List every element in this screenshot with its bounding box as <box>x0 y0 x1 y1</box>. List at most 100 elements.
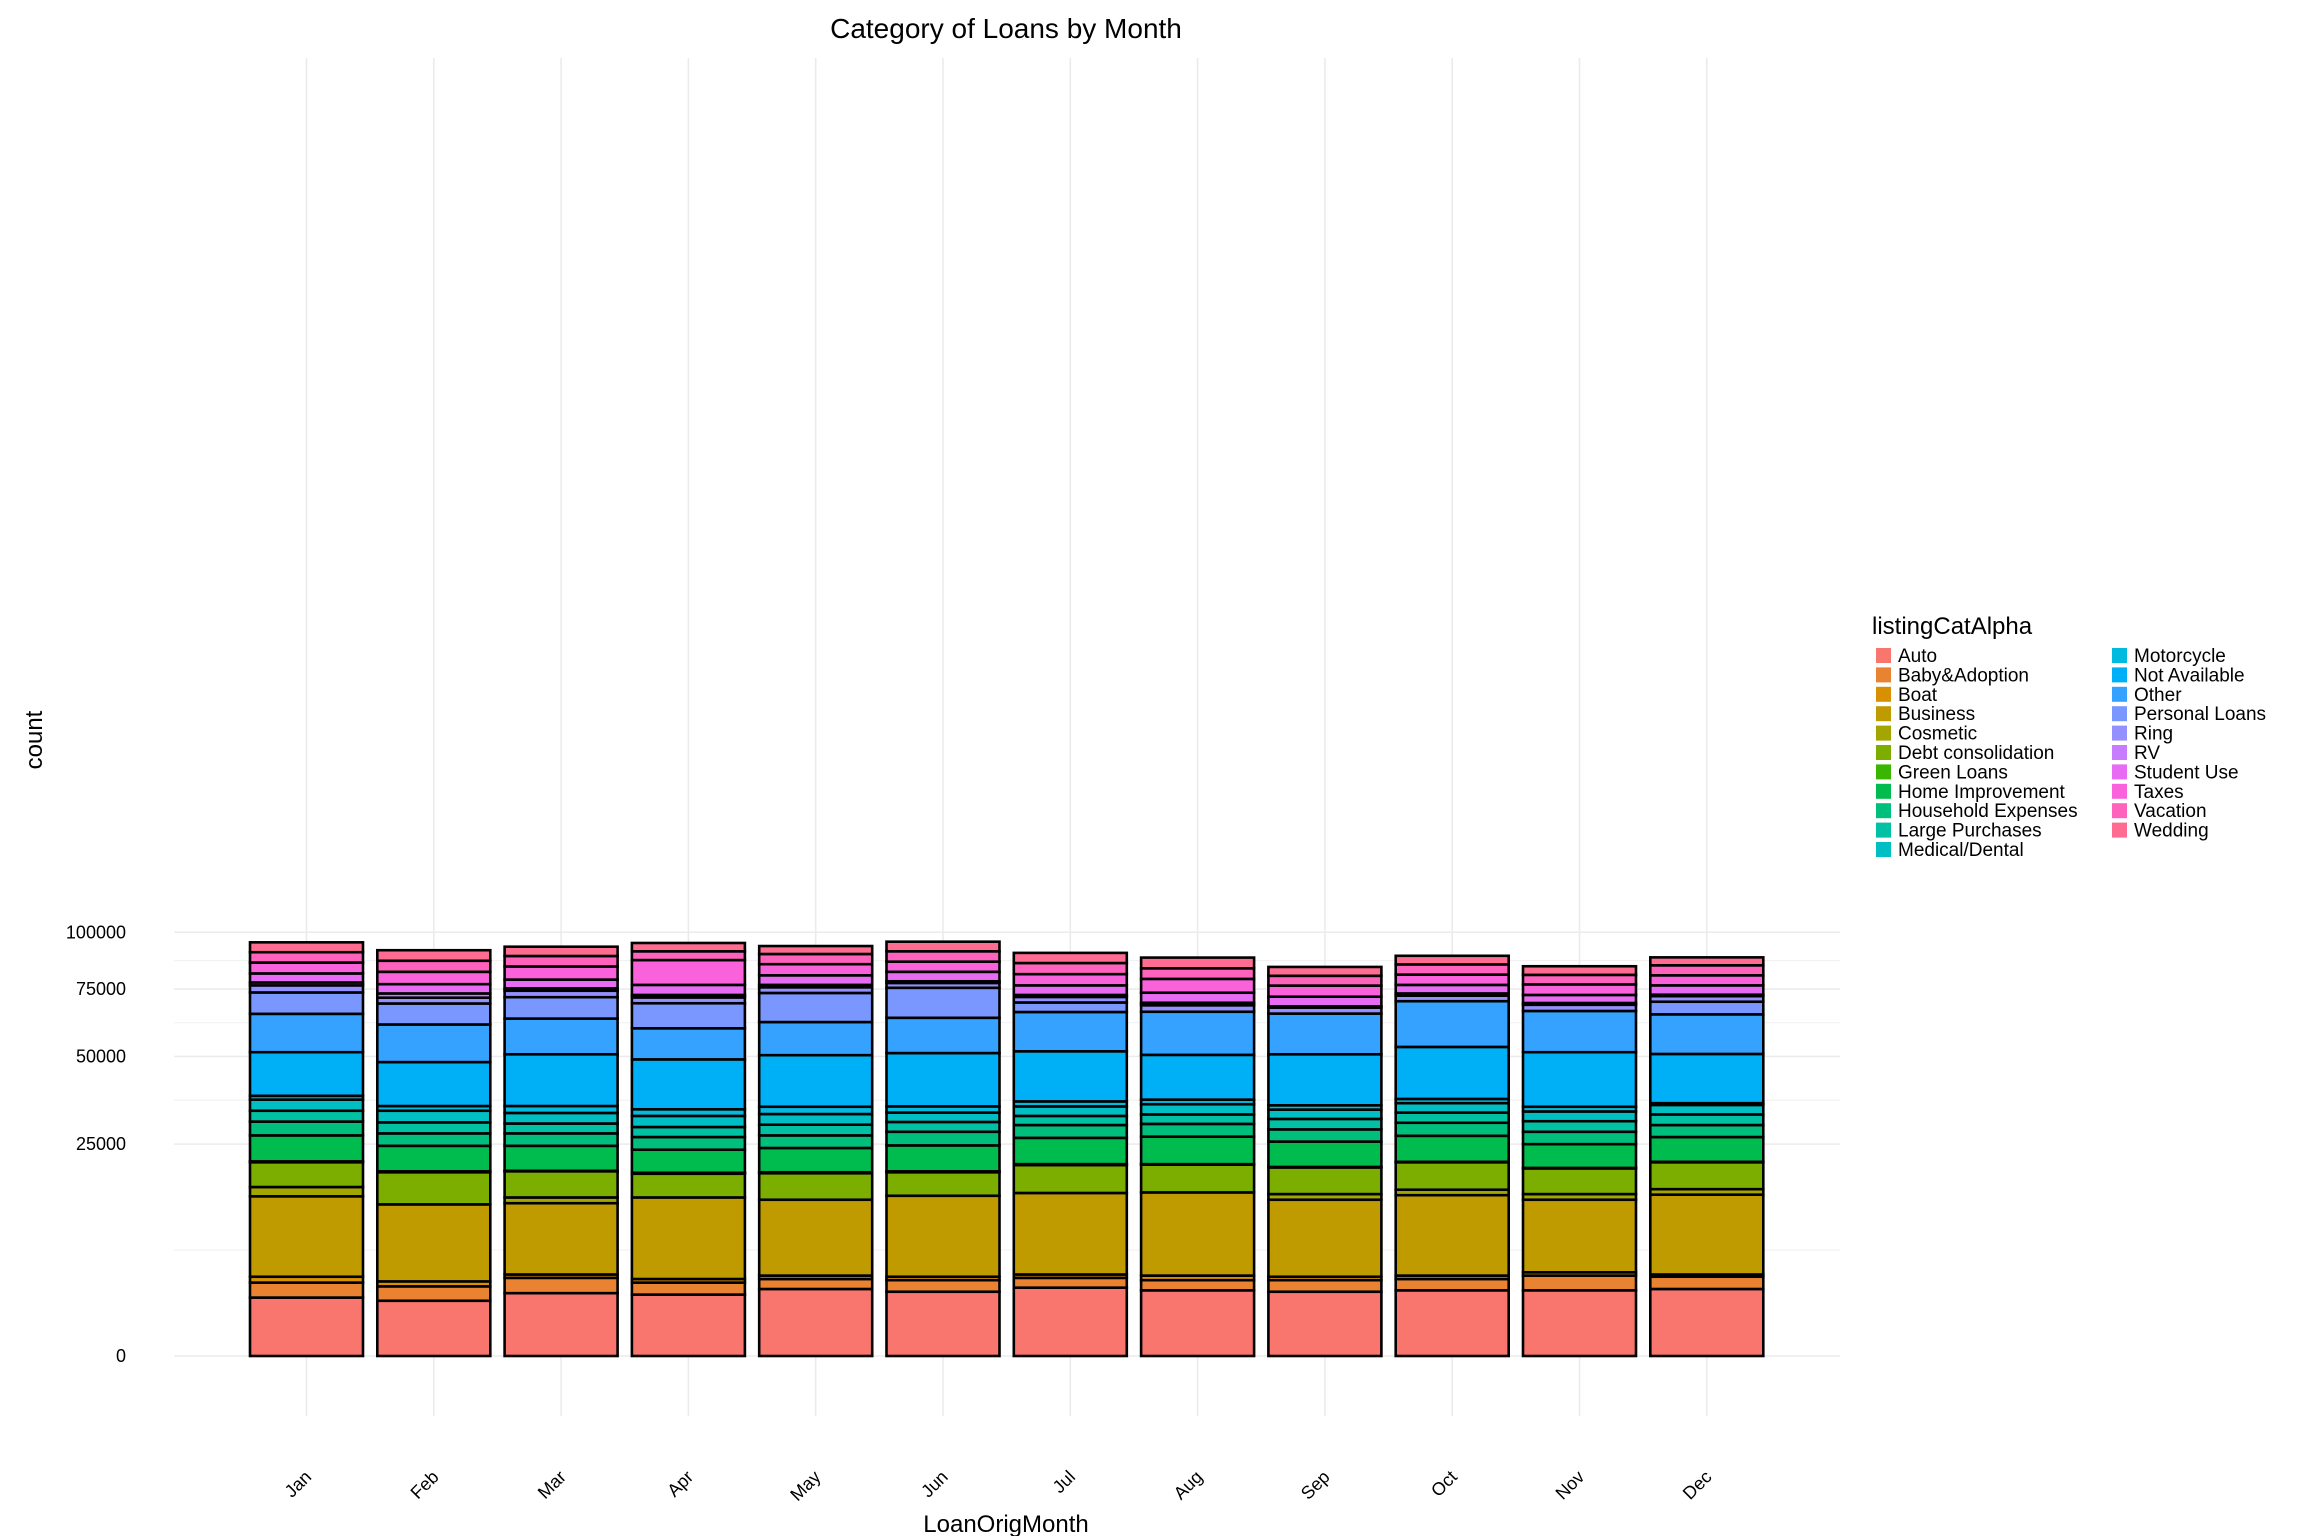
bar-segment <box>375 1170 492 1206</box>
bar-segment <box>248 991 365 1016</box>
legend-label: Business <box>1898 704 1975 725</box>
legend-item: Auto <box>1876 646 1937 667</box>
bar-segment <box>503 965 619 981</box>
bar-segment <box>248 1134 365 1163</box>
legend-item: Baby&Adoption <box>1876 665 2029 686</box>
bar-segment <box>1012 972 1129 987</box>
bar-segment <box>1139 1278 1256 1292</box>
bar-stack-mar <box>503 945 619 1358</box>
bar-segment <box>248 1098 365 1113</box>
bar-segment <box>1267 965 1383 978</box>
legend: listingCatAlpha AutoBaby&AdoptionBoatBus… <box>1872 613 2266 861</box>
bar-segment <box>503 1144 619 1173</box>
bar-segment <box>1649 1275 1765 1291</box>
bar-segment <box>1394 954 1510 966</box>
legend-label: Not Available <box>2134 665 2245 686</box>
bar-segment <box>248 1281 365 1299</box>
legend-title: listingCatAlpha <box>1872 613 2033 640</box>
legend-item: Ring <box>2112 724 2173 745</box>
bar-segment <box>1649 964 1765 977</box>
bar-segment <box>1521 973 1638 986</box>
x-tick-label: Apr <box>663 1467 697 1501</box>
bar-segment <box>1394 1160 1510 1192</box>
bar-stack-jun <box>885 940 1001 1358</box>
bar-segment <box>375 948 492 963</box>
bar-segment <box>248 1185 365 1198</box>
bar-segment <box>757 1287 874 1358</box>
legend-label: Vacation <box>2134 801 2207 822</box>
bar-segment <box>885 1111 1001 1124</box>
legend-label: Student Use <box>2134 762 2239 783</box>
bar-segment <box>885 1194 1001 1279</box>
bar-segment <box>1012 1010 1129 1053</box>
legend-item: Personal Loans <box>2112 704 2266 725</box>
bar-segment <box>757 952 874 966</box>
bar-segment <box>757 1053 874 1109</box>
legend-item: Medical/Dental <box>1876 840 2024 861</box>
legend-item: Cosmetic <box>1876 724 1977 745</box>
bar-segment <box>1649 956 1765 967</box>
bar-segment <box>1267 1108 1383 1121</box>
bar-segment <box>757 1171 874 1202</box>
bar-segment <box>757 1020 874 1057</box>
bar-segment <box>503 1291 619 1358</box>
bar-segment <box>375 1121 492 1135</box>
bar-segment <box>1521 1110 1638 1123</box>
bar-segment <box>630 1027 747 1061</box>
bar-segment <box>1521 1274 1638 1292</box>
bar-segment <box>885 1016 1001 1055</box>
chart-title: Category of Loans by Month <box>830 13 1182 44</box>
bar-segment <box>630 1196 747 1281</box>
legend-swatch <box>1876 764 1891 780</box>
bar-segment <box>1139 956 1256 970</box>
legend-swatch <box>2112 822 2127 838</box>
bar-segment <box>1012 984 1129 997</box>
x-tick-label: Aug <box>1170 1467 1207 1504</box>
bar-segment <box>375 1109 492 1124</box>
bar-segment <box>1521 1167 1638 1196</box>
bar-segment <box>1394 963 1510 976</box>
bar-segment <box>757 974 874 987</box>
bar-segment <box>630 1114 747 1129</box>
bar-segment <box>1649 1052 1765 1105</box>
bar-segment <box>757 1123 874 1137</box>
bar-segment <box>375 959 492 974</box>
legend-swatch <box>2112 706 2127 722</box>
bar-segment <box>1521 964 1638 977</box>
legend-swatch <box>2112 803 2127 819</box>
bar-segment <box>757 1112 874 1126</box>
bar-segment <box>630 1172 747 1199</box>
bar-segment <box>248 961 365 975</box>
bar-stack-nov <box>1521 964 1638 1358</box>
bar-segment <box>1012 1050 1129 1103</box>
bar-segment <box>630 1281 747 1296</box>
bar-segment <box>1267 1198 1383 1279</box>
bar-segment <box>1649 1000 1765 1016</box>
legend-swatch <box>1876 745 1891 760</box>
bar-segment <box>503 1111 619 1125</box>
legend-swatch <box>2112 686 2127 702</box>
bar-segment <box>248 972 365 984</box>
bar-segment <box>1394 1193 1510 1277</box>
legend-label: Other <box>2134 685 2182 706</box>
legend-swatch <box>2112 667 2127 683</box>
bar-segment <box>885 1120 1001 1134</box>
legend-label: Medical/Dental <box>1898 840 2024 861</box>
bar-segment <box>248 941 365 954</box>
bar-segment <box>375 1285 492 1303</box>
bar-segment <box>630 950 747 962</box>
bar-segment <box>503 1017 619 1056</box>
bar-segment <box>1012 1276 1129 1289</box>
legend-swatch <box>2112 764 2127 780</box>
y-axis-title: count <box>21 710 48 769</box>
legend-swatch <box>2112 783 2127 799</box>
legend-item: Other <box>2112 685 2182 706</box>
legend-label: Wedding <box>2134 821 2209 842</box>
legend-items: AutoBaby&AdoptionBoatBusinessCosmeticDeb… <box>1876 646 2266 861</box>
legend-item: Debt consolidation <box>1876 743 2054 764</box>
bar-segment <box>1394 1134 1510 1164</box>
bar-segment <box>1012 1191 1129 1276</box>
bar-segment <box>375 970 492 986</box>
stacked-bars <box>248 940 1765 1358</box>
